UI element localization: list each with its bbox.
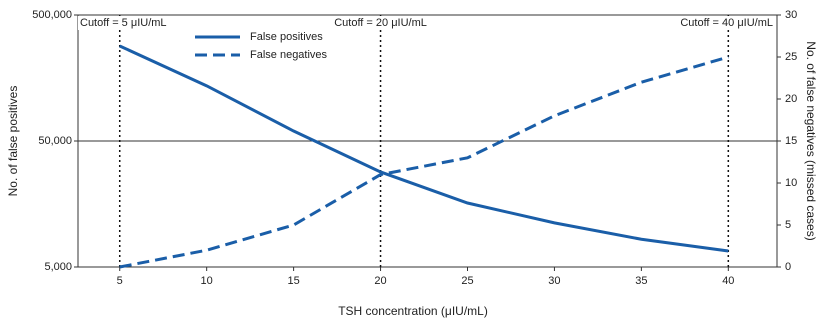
series-line bbox=[119, 55, 729, 269]
x-tick-label: 30 bbox=[548, 275, 560, 287]
y2-tick-label: 30 bbox=[785, 9, 797, 21]
legend-label: False negatives bbox=[250, 49, 328, 61]
x-tick-label: 20 bbox=[374, 275, 386, 287]
y-tick-label: 50,000 bbox=[38, 135, 72, 147]
x-tick-label: 40 bbox=[722, 275, 734, 287]
annotation-bg bbox=[78, 16, 169, 30]
y2-tick-label: 0 bbox=[785, 261, 791, 273]
x-tick-label: 15 bbox=[287, 275, 299, 287]
legend-label: False positives bbox=[250, 31, 323, 43]
x-tick-label: 5 bbox=[117, 275, 123, 287]
y-tick-label: 500,000 bbox=[32, 9, 72, 21]
x-tick-label: 25 bbox=[461, 275, 473, 287]
y2-tick-label: 10 bbox=[785, 177, 797, 189]
y2-tick-label: 20 bbox=[785, 93, 797, 105]
y2-axis-label: No. of false negatives (missed cases) bbox=[804, 41, 818, 240]
annotation-bg bbox=[332, 16, 429, 30]
x-axis-label: TSH concentration (μIU/mL) bbox=[338, 304, 488, 318]
y-tick-label: 5,000 bbox=[44, 261, 72, 273]
y-axis-label: No. of false positives bbox=[6, 86, 20, 197]
y2-tick-label: 5 bbox=[785, 219, 791, 231]
series-line bbox=[119, 44, 729, 253]
x-tick-label: 35 bbox=[635, 275, 647, 287]
y2-tick-label: 15 bbox=[785, 135, 797, 147]
x-tick-label: 10 bbox=[201, 275, 213, 287]
annotation: Cutoff = 40 μIU/mL bbox=[680, 17, 773, 29]
annotation: Cutoff = 20 μIU/mL bbox=[334, 17, 427, 29]
y2-tick-label: 25 bbox=[785, 51, 797, 63]
annotation: Cutoff = 5 μIU/mL bbox=[80, 17, 167, 29]
annotation-bg bbox=[678, 16, 775, 30]
